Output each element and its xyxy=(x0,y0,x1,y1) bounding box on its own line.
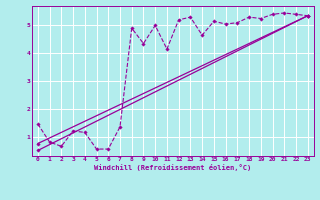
X-axis label: Windchill (Refroidissement éolien,°C): Windchill (Refroidissement éolien,°C) xyxy=(94,164,252,171)
